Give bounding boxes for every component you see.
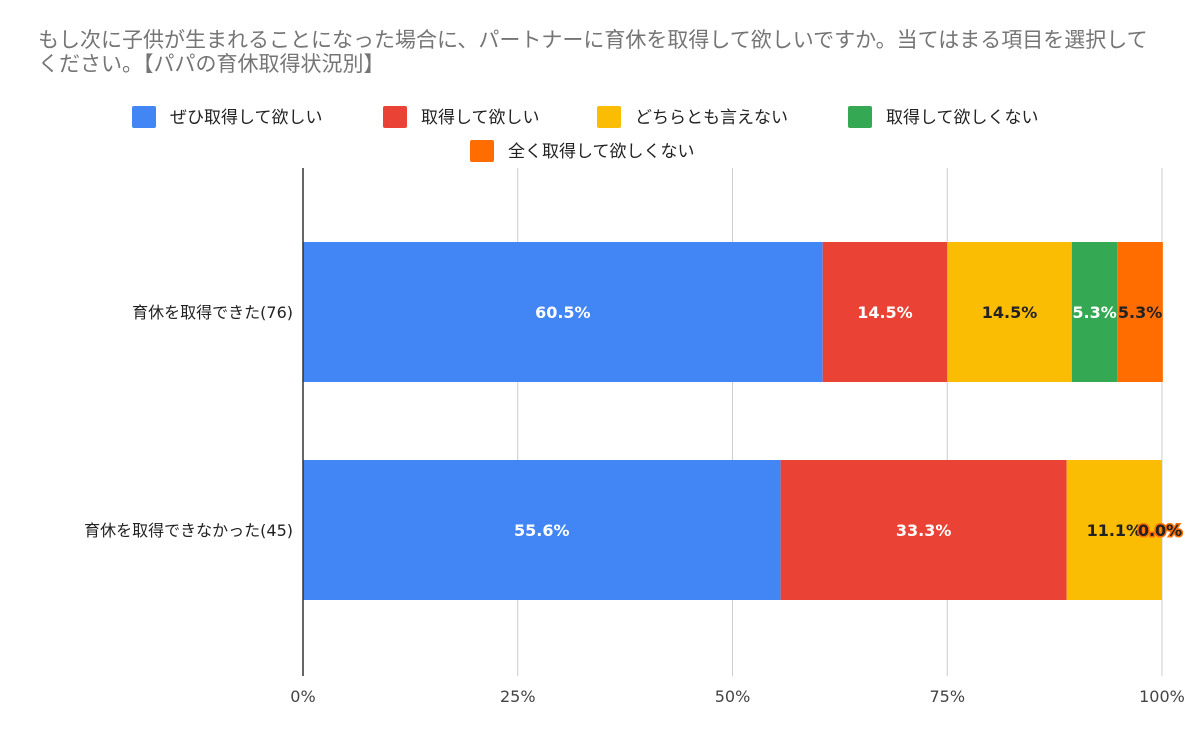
legend-label: ぜひ取得して欲しい bbox=[170, 108, 323, 128]
legend-swatch bbox=[470, 140, 494, 162]
x-tick-label: 75% bbox=[929, 687, 965, 706]
bar-segment bbox=[303, 242, 823, 382]
data-label: 60.5% bbox=[535, 303, 591, 322]
data-labels: 60.5% 14.5% 14.5% 5.3% 5.3% 55.6% 33.3% 11.1%0.… bbox=[514, 303, 1184, 542]
data-label: 11.1% bbox=[1087, 521, 1143, 540]
legend-label: どちらとも言えない bbox=[635, 108, 788, 128]
chart-title: もし次に子供が生まれることになった場合に、パートナーに育休を取得して欲しいですか… bbox=[38, 28, 1148, 76]
data-label: 14.5% bbox=[857, 303, 913, 322]
legend-swatch bbox=[597, 106, 621, 128]
legend-label: 取得して欲しい bbox=[421, 108, 540, 128]
data-label: 33.3% bbox=[896, 521, 952, 540]
bar-segment bbox=[303, 460, 781, 600]
data-label: 0.0% bbox=[1138, 521, 1182, 540]
data-label: 5.3% bbox=[1118, 303, 1162, 322]
legend-label: 全く取得して欲しくない bbox=[508, 142, 695, 162]
bars bbox=[303, 242, 1163, 600]
legend-swatch bbox=[383, 106, 407, 128]
bar-segment bbox=[1117, 242, 1163, 382]
x-tick-label: 50% bbox=[715, 687, 751, 706]
legend: ぜひ取得して欲しい 取得して欲しい どちらとも言えない 取得して欲しくない全く取得して… bbox=[132, 106, 1039, 162]
bar-segment bbox=[1071, 242, 1118, 382]
legend-swatch bbox=[132, 106, 156, 128]
legend-swatch bbox=[848, 106, 872, 128]
bar-segment bbox=[822, 242, 948, 382]
bar-segment bbox=[1066, 460, 1162, 600]
x-tick-label: 0% bbox=[290, 687, 315, 706]
data-label: 5.3% bbox=[1072, 303, 1116, 322]
legend-label: 取得して欲しくない bbox=[886, 108, 1039, 128]
axis: 0% 25% 50% 75% 100% 育休を取得できた(76) 育休を取得できなかった(4… bbox=[84, 168, 1185, 706]
x-tick-label: 25% bbox=[500, 687, 536, 706]
data-label: 55.6% bbox=[514, 521, 570, 540]
bar-segment bbox=[947, 242, 1072, 382]
category-label: 育休を取得できた(76) bbox=[132, 303, 293, 322]
bar-segment bbox=[780, 460, 1067, 600]
x-tick-label: 100% bbox=[1139, 687, 1185, 706]
data-label: 14.5% bbox=[982, 303, 1038, 322]
category-label: 育休を取得できなかった(45) bbox=[84, 521, 293, 540]
